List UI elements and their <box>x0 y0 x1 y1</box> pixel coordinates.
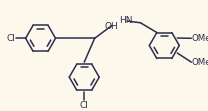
Text: OMe: OMe <box>192 34 208 43</box>
Text: OH: OH <box>105 22 119 31</box>
Text: Cl: Cl <box>80 101 89 110</box>
Text: HN: HN <box>119 16 133 25</box>
Text: Cl: Cl <box>6 34 15 43</box>
Text: OMe: OMe <box>192 58 208 67</box>
